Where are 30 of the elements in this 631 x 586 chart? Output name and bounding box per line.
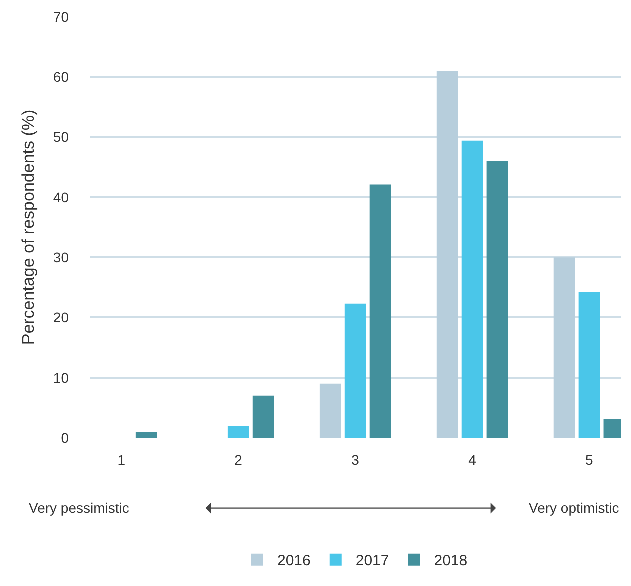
y-tick-label: 0 <box>61 430 70 446</box>
y-tick-label: 10 <box>53 370 70 386</box>
bar <box>370 184 392 438</box>
bar <box>578 292 600 438</box>
y-tick-label: 60 <box>53 69 70 86</box>
bar <box>136 432 158 438</box>
bar <box>344 304 366 438</box>
x-tick-label: 1 <box>118 452 126 468</box>
bar <box>320 384 342 438</box>
bar <box>228 426 250 438</box>
x-tick-label: 2 <box>234 452 243 468</box>
text: Very pessimistic <box>29 500 130 516</box>
y-tick-label: 40 <box>53 189 70 206</box>
legend-label: 2017 <box>356 552 390 570</box>
y-tick-label: 50 <box>53 129 70 146</box>
bar <box>486 161 508 438</box>
bar <box>462 140 484 438</box>
y-tick-label: 70 <box>53 8 70 25</box>
y-axis-title: Percentage of respondents (%) <box>18 110 38 346</box>
legend-label: 2018 <box>434 552 468 570</box>
y-tick-label: 30 <box>53 249 70 266</box>
x-tick-label: 4 <box>468 452 477 468</box>
x-tick-label: 3 <box>352 452 360 468</box>
y-tick-label: 20 <box>53 310 70 326</box>
bar <box>252 396 274 438</box>
legend-label: 2016 <box>278 552 311 570</box>
x-tick-label: 5 <box>586 452 594 468</box>
text: Very optimistic <box>529 500 620 516</box>
bar <box>436 71 458 438</box>
bar <box>554 258 576 438</box>
